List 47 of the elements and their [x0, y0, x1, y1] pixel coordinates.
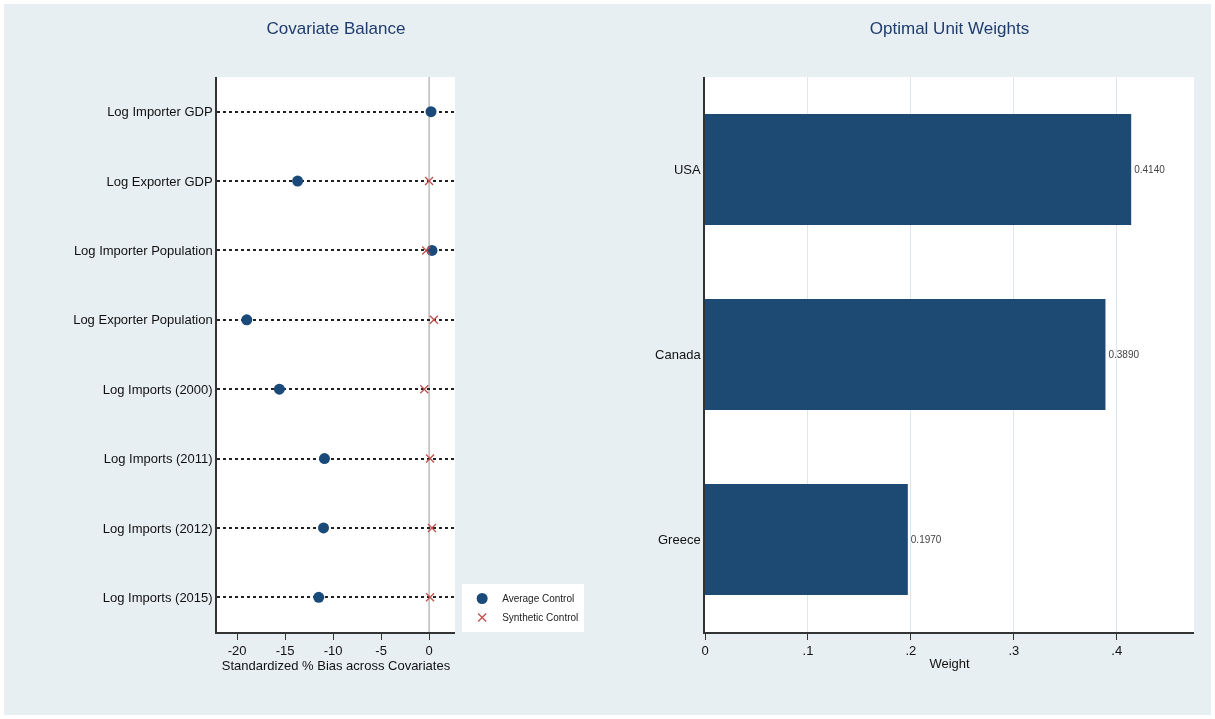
x-tick-label: .2 — [905, 643, 917, 659]
x-axis-title: Weight — [929, 656, 970, 672]
x-tick-label: .4 — [1111, 643, 1123, 659]
x-axis-title: Standardized % Bias across Covariates — [221, 658, 451, 674]
x-tick-label: -5 — [375, 643, 387, 659]
point — [421, 245, 431, 256]
y-tick-label: USA — [673, 162, 701, 178]
bar — [705, 114, 1132, 225]
y-tick-label: Greece — [658, 532, 701, 548]
y-tick-label: Log Imports (2012) — [102, 520, 213, 536]
x-tick-label: 0 — [425, 643, 433, 659]
chart-title: Covariate Balance — [266, 18, 406, 38]
y-tick-label: Log Imports (2000) — [102, 381, 213, 397]
point — [318, 522, 330, 534]
legend-label: Average Control — [502, 593, 575, 605]
x-tick-label: .3 — [1008, 643, 1020, 659]
point — [292, 175, 304, 187]
point — [273, 383, 285, 395]
point — [241, 314, 253, 326]
chart-title: Optimal Unit Weights — [869, 18, 1030, 38]
point — [318, 453, 330, 465]
x-tick-label: -10 — [323, 643, 343, 659]
point — [425, 592, 435, 602]
data-label: 0.4140 — [1134, 164, 1166, 175]
point — [425, 106, 437, 118]
y-tick-label: Log Importer Population — [73, 242, 213, 258]
point — [427, 523, 437, 533]
y-tick-label: Log Exporter Population — [73, 312, 213, 328]
x-tick-label: -15 — [275, 643, 295, 659]
point — [424, 176, 434, 186]
x-tick-label: 0 — [701, 643, 709, 659]
point — [425, 453, 435, 464]
bar — [705, 299, 1106, 410]
y-tick-label: Log Importer GDP — [107, 104, 213, 120]
point — [429, 315, 439, 325]
bar — [705, 484, 908, 595]
point — [313, 591, 325, 603]
data-label: 0.1970 — [910, 534, 942, 545]
y-tick-label: Canada — [655, 347, 702, 363]
x-tick-label: .1 — [802, 643, 814, 659]
y-tick-label: Log Imports (2011) — [103, 451, 213, 467]
legend-label: Synthetic Control — [502, 612, 579, 624]
data-label: 0.3890 — [1108, 349, 1140, 360]
x-tick-label: -20 — [227, 643, 247, 659]
y-tick-label: Log Exporter GDP — [106, 173, 213, 189]
point — [419, 384, 429, 394]
y-tick-label: Log Imports (2015) — [102, 589, 213, 605]
